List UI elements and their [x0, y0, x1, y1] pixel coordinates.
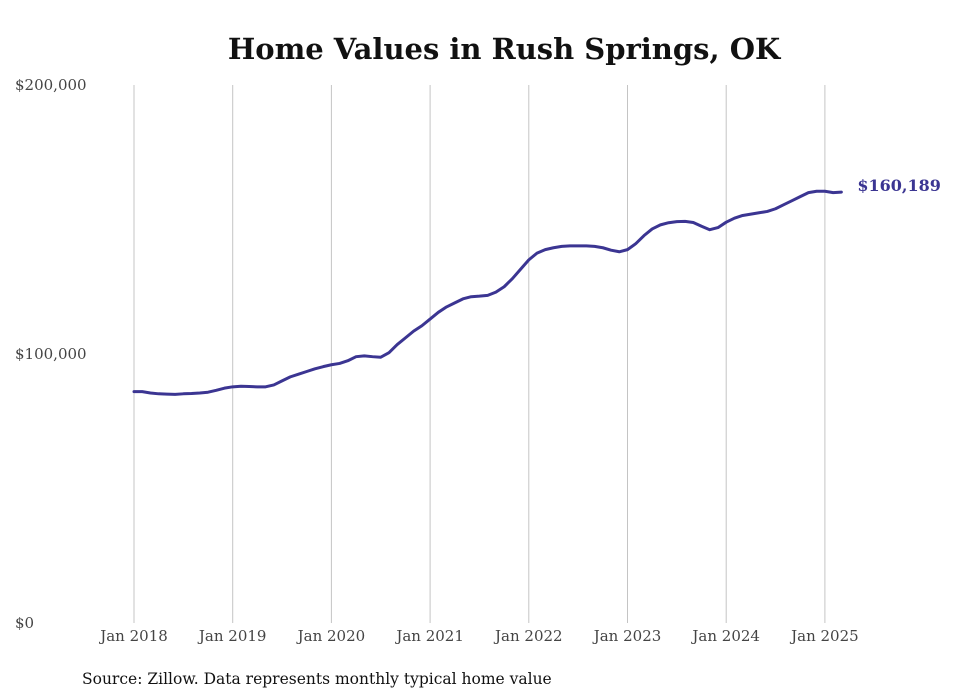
- x-tick-label: Jan 2018: [98, 627, 168, 645]
- x-tick-label: Jan 2023: [592, 627, 662, 645]
- series-layer: $160,189: [132, 176, 941, 396]
- y-tick-label: $100,000: [15, 345, 87, 363]
- x-tick-label: Jan 2020: [296, 627, 366, 645]
- x-tick-label: Jan 2021: [394, 627, 464, 645]
- x-tick-label: Jan 2019: [197, 627, 267, 645]
- grid-lines: [133, 85, 826, 623]
- x-tick-label: Jan 2022: [493, 627, 563, 645]
- y-tick-label: $200,000: [15, 76, 87, 94]
- end-value-label: $160,189: [857, 176, 941, 195]
- x-tick-label: Jan 2024: [690, 627, 760, 645]
- x-axis-ticks: Jan 2018 Jan 2019 Jan 2020 Jan 2021 Jan 2022…: [98, 627, 858, 645]
- chart-title: Home Values in Rush Springs, OK: [228, 32, 782, 66]
- y-axis-ticks: $0 $100,000 $200,000: [15, 76, 87, 632]
- y-tick-label: $0: [15, 614, 34, 632]
- source-note: Source: Zillow. Data represents monthly …: [82, 670, 552, 688]
- series-line: [132, 189, 843, 396]
- x-tick-label: Jan 2025: [789, 627, 859, 645]
